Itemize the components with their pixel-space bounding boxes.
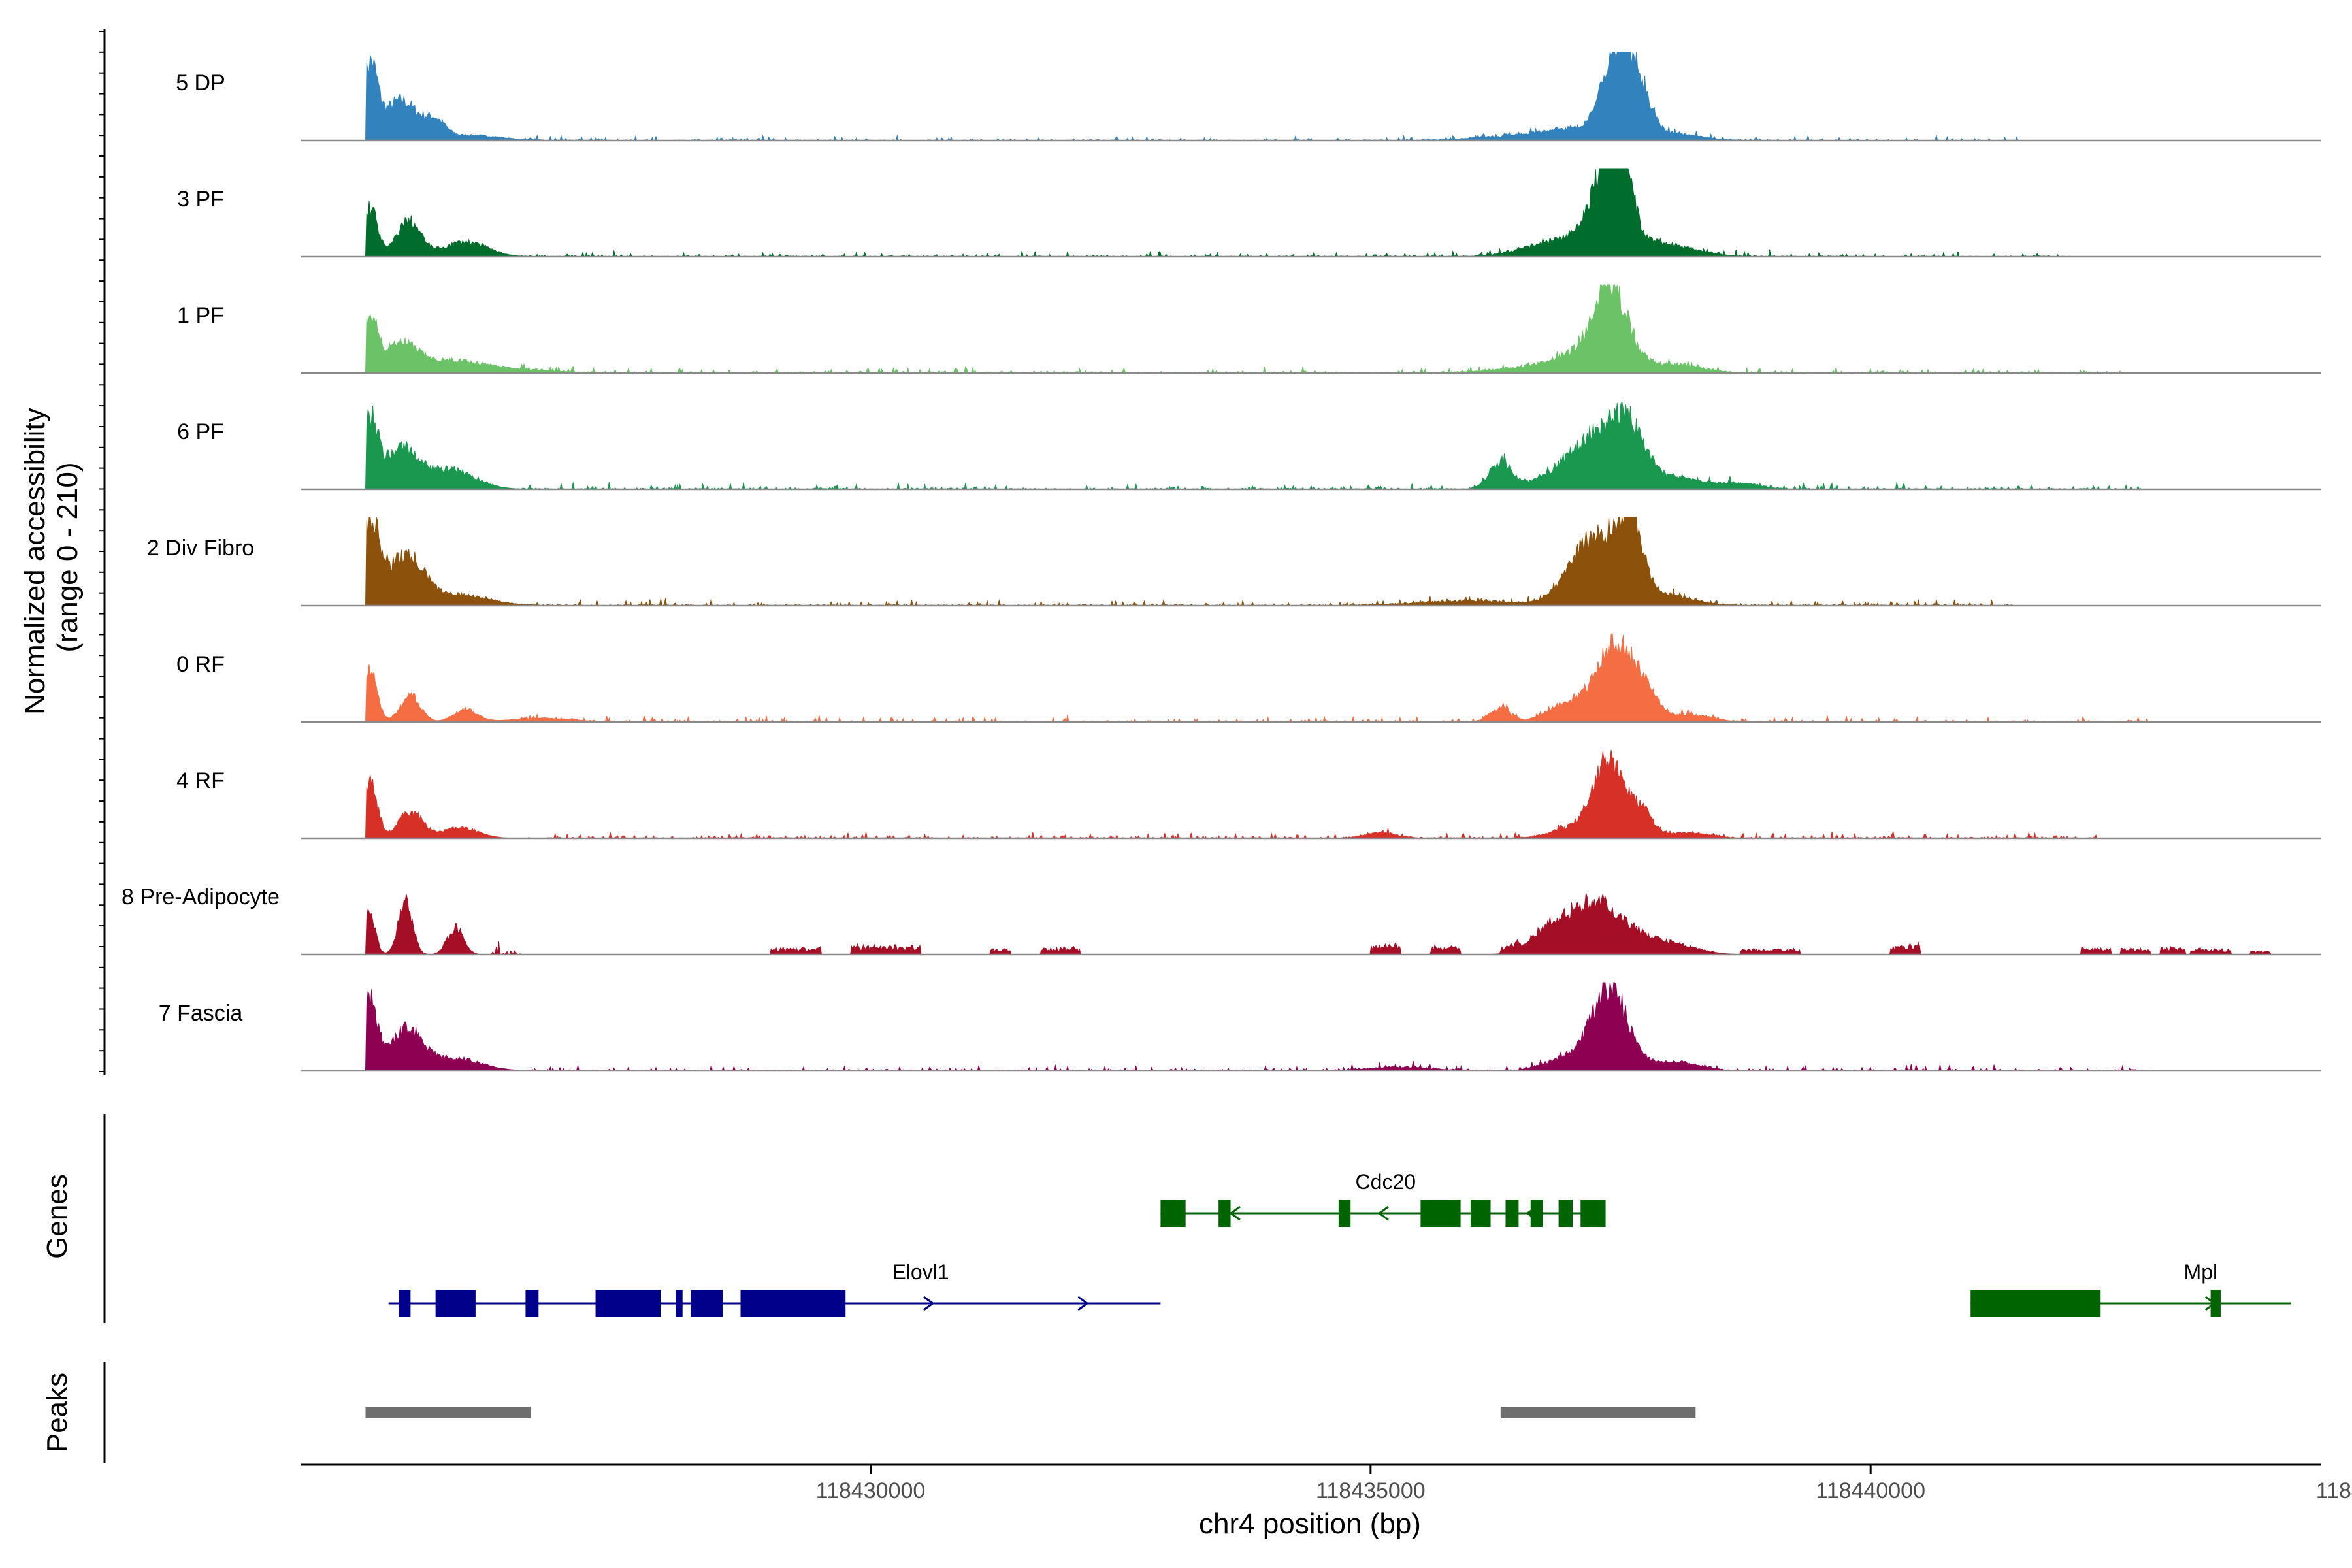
y-axis-label-line2: (range 0 - 210) [52, 462, 84, 652]
track-8-pre-adipocyte: 8 Pre-Adipocyte [122, 885, 2321, 956]
coverage-area-3-pf [365, 168, 2301, 258]
x-tick-label: 118445000 [2316, 1478, 2352, 1503]
exon [2210, 1290, 2221, 1317]
coverage-area-4-rf [365, 749, 2301, 840]
gene-elovl1: Elovl1 [388, 1260, 1161, 1317]
track-label: 3 PF [177, 187, 224, 212]
coverage-tracks: 5 DP 3 PF 1 PF 6 PF 2 Div Fibro 0 RF 4 RF 8 Pre… [99, 29, 2321, 1075]
track-3-pf: 3 PF [177, 168, 2321, 258]
track-label: 0 RF [176, 652, 225, 677]
exon [525, 1290, 539, 1317]
exon [690, 1290, 723, 1317]
exon [595, 1290, 661, 1317]
gene-label: Mpl [2184, 1260, 2218, 1284]
x-tick-label: 118435000 [1316, 1478, 1426, 1503]
track-label: 1 PF [177, 303, 224, 328]
x-tick-label: 118430000 [816, 1478, 926, 1503]
exon [399, 1290, 411, 1317]
exon [1530, 1200, 1543, 1227]
exon [1580, 1200, 1606, 1227]
exon [1218, 1200, 1231, 1227]
strand-arrow [923, 1296, 935, 1311]
track-label: 7 Fascia [159, 1001, 243, 1026]
coverage-area-6-pf [365, 401, 2301, 491]
peaks-panel-label: Peaks [41, 1373, 73, 1452]
track-2-div-fibro: 2 Div Fibro [147, 517, 2321, 607]
genes-panel: Cdc20 Elovl1 Mpl [103, 1114, 2291, 1323]
peak-region [1500, 1407, 1696, 1418]
exon [435, 1290, 476, 1317]
peaks-panel [103, 1362, 1696, 1463]
coverage-area-8-pre-adipocyte [365, 893, 2301, 955]
x-axis: 118430000 118435000 118440000 118445000 [301, 1463, 2352, 1503]
gene-label: Cdc20 [1356, 1170, 1416, 1194]
strand-arrow [1377, 1205, 1389, 1221]
exon [1420, 1200, 1461, 1227]
x-axis-label: chr4 position (bp) [1199, 1508, 1421, 1540]
exon [676, 1290, 683, 1317]
track-5-dp: 5 DP [176, 51, 2321, 142]
exon [1338, 1200, 1351, 1227]
track-label: 2 Div Fibro [147, 536, 254, 561]
track-label: 4 RF [176, 768, 225, 793]
coverage-area-0-rf [365, 633, 2301, 723]
track-label: 5 DP [176, 71, 225, 95]
genes-panel-label: Genes [41, 1174, 73, 1259]
strand-arrow [1077, 1296, 1089, 1311]
strand-arrow [1229, 1205, 1241, 1221]
y-axis-label: Normalized accessibility (range 0 - 210) [19, 400, 84, 715]
gene-cdc20: Cdc20 [1160, 1170, 1606, 1227]
peak-region [365, 1407, 531, 1418]
x-tick-label: 118440000 [1816, 1478, 1925, 1503]
track-0-rf: 0 RF [176, 633, 2321, 723]
coverage-area-7-fascia [365, 982, 2301, 1072]
gene-label: Elovl1 [892, 1260, 949, 1284]
track-4-rf: 4 RF [176, 749, 2321, 840]
track-label: 8 Pre-Adipocyte [122, 885, 280, 909]
exon [740, 1290, 846, 1317]
exon [1505, 1200, 1519, 1227]
gene-mpl: Mpl [1970, 1260, 2291, 1317]
exon [1160, 1200, 1186, 1227]
track-1-pf: 1 PF [177, 284, 2321, 374]
coverage-area-1-pf [365, 284, 2301, 374]
exon [1970, 1290, 2101, 1317]
track-label: 6 PF [177, 419, 224, 444]
coverage-area-2-div-fibro [365, 517, 2301, 607]
exon [1470, 1200, 1491, 1227]
exon [1558, 1200, 1573, 1227]
track-7-fascia: 7 Fascia [159, 982, 2321, 1072]
y-axis-label-line1: Normalized accessibility [19, 408, 51, 714]
coverage-area-5-dp [365, 51, 2301, 142]
track-6-pf: 6 PF [177, 401, 2321, 491]
